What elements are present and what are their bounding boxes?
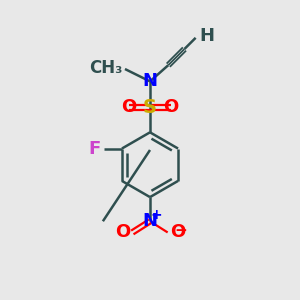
Text: CH₃: CH₃ [89, 58, 123, 76]
Text: N: N [142, 212, 158, 230]
Text: O: O [121, 98, 136, 116]
Text: O: O [170, 224, 185, 242]
Text: H: H [199, 27, 214, 45]
Text: O: O [115, 224, 130, 242]
Text: N: N [142, 72, 158, 90]
Text: S: S [143, 98, 157, 117]
Text: −: − [175, 224, 187, 238]
Text: O: O [164, 98, 179, 116]
Text: F: F [88, 140, 101, 158]
Text: +: + [151, 208, 162, 222]
